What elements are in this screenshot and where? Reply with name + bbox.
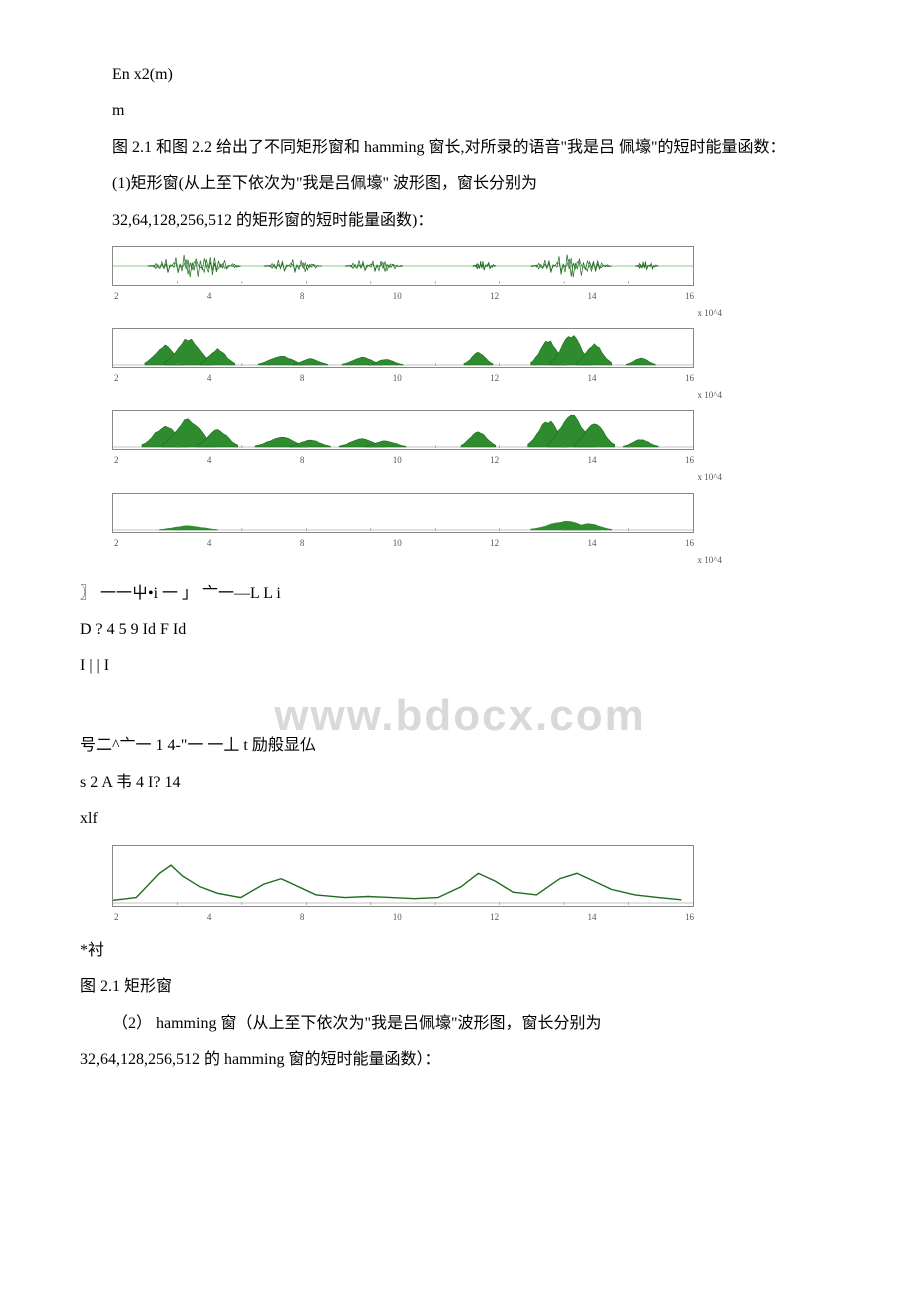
paragraph: 32,64,128,256,512 的矩形窗的短时能量函数)： bbox=[80, 206, 840, 236]
paragraph: 图 2.1 和图 2.2 给出了不同矩形窗和 hamming 窗长,对所录的语音… bbox=[80, 133, 840, 163]
chart-row: 10060 bbox=[112, 493, 694, 533]
garbled-text: 〗 一一屮•i 一 」 亠一—L L i bbox=[80, 579, 840, 609]
paragraph: m bbox=[80, 96, 840, 126]
garbled-text: I | | I bbox=[80, 651, 840, 681]
paragraph: (1)矩形窗(从上至下依次为"我是吕佩壕" 波形图，窗长分别为 bbox=[80, 169, 840, 199]
chart-row: 4020 bbox=[112, 410, 694, 450]
paragraph: （2） hamming 窗（从上至下依次为"我是吕佩壕"波形图，窗长分别为 bbox=[80, 1009, 840, 1039]
chart-big-row: 20010024810121416 bbox=[112, 845, 840, 926]
garbled-text: s 2 A 韦 4 I? 14 bbox=[80, 768, 840, 798]
chart-row: 1-1 bbox=[112, 246, 694, 286]
paragraph: En x2(m) bbox=[80, 60, 840, 90]
chart-group-rect-window: 1-124810121416x 10^4402024810121416x 10^… bbox=[112, 246, 840, 569]
chart-row: 4020 bbox=[112, 328, 694, 368]
garbled-text: 号二^亠一 1 4-"一 一丄 t 励般显仏 bbox=[80, 731, 840, 761]
chart-row-smooth: 200100 bbox=[112, 845, 694, 907]
garbled-text: xlf bbox=[80, 804, 840, 834]
garbled-text: D ? 4 5 9 Id F Id bbox=[80, 615, 840, 645]
figure-caption: 图 2.1 矩形窗 bbox=[80, 972, 840, 1002]
garbled-text: *衬 bbox=[80, 936, 840, 966]
paragraph: 32,64,128,256,512 的 hamming 窗的短时能量函数）： bbox=[80, 1045, 840, 1075]
